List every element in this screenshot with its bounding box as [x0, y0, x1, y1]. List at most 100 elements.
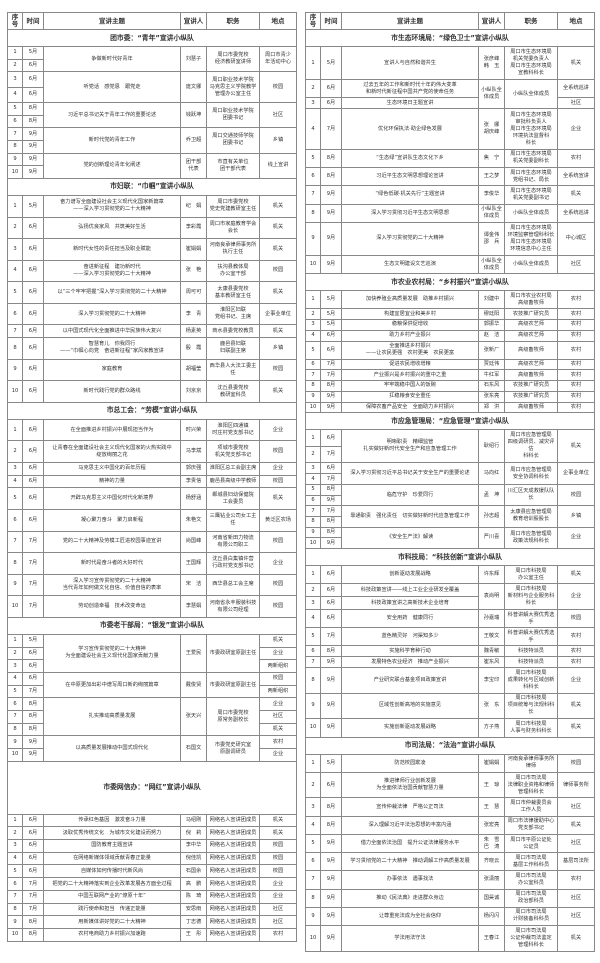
table-row: 10 9月 — [7, 165, 297, 179]
cell-location: 机关 — [557, 45, 595, 81]
cell-speaker: 崔东风 — [478, 656, 505, 668]
cell-topic: 奋力谱写全面建设社会主义现代化国家新篇章 ——深入学习贯彻党的二十大精神 — [43, 194, 181, 218]
cell-position: 周口市司法局 法律职业资格和律师 管理科科长 — [504, 771, 558, 799]
cell-speaker: 张 娜 胡庆峰 — [478, 108, 505, 150]
table-row: 3 8月 宣传仲裁法律 严格公正司法王 慧周口市仲裁委员会 工作人员 社区 — [305, 797, 595, 817]
cell-speaker: 安思雨 — [180, 902, 207, 917]
cell-month: 6月 — [22, 58, 44, 73]
cell-month: 6月 — [22, 851, 44, 866]
cell-position: 农技推广研究员 — [504, 380, 558, 392]
cell-month: 6月 — [22, 440, 44, 464]
cell-month: 9月 — [22, 748, 44, 762]
cell-speaker: 张彦峰 韩 玉 — [478, 45, 505, 81]
section-title: 市农业农村局：“乡村振兴”宣讲小纵队 — [305, 273, 595, 292]
cell-month: 8月 — [22, 114, 44, 129]
cell-row-number: 1 — [305, 565, 321, 585]
cell-topic: 区域性创新高地的实施意见 — [341, 692, 479, 720]
table-row: 9 6月 家庭教育 胡福莹 西华县人大法工委主任 校园 — [7, 358, 297, 382]
cell-month: 9月 — [22, 165, 44, 179]
cell-location: 全系统巡讲 — [557, 79, 595, 99]
cell-month: 6月 — [22, 259, 44, 283]
cell-topic: 宣传仲裁法律 严格公正司法 — [341, 797, 479, 817]
cell-location: 社区 — [557, 888, 595, 908]
cell-topic: 奋进新征程 建功新时代 ——深入学习贯彻党的二十大精神 — [43, 259, 181, 283]
cell-month: 8月 — [320, 815, 342, 835]
cell-position: 周口职业技术学院 马克思主义学院教学 管理办公室主任 — [206, 71, 260, 103]
table-row: 5 9月 借力全面依法治国 提升公证法律服务水平朱 雪 巴 涛周口市平原公证处 公证… — [305, 833, 595, 854]
table-row: 5 6月 自媒体如何传播时代新风尚 石国余 网络名人宣讲团成员 校园 — [7, 864, 297, 879]
cell-location: 农村 — [557, 645, 595, 658]
cell-position: 网络名人宣讲团成员 — [206, 813, 260, 828]
cell-position: 科普讲解大赛优秀选手 — [504, 609, 558, 629]
cell-position: 网络名人宣讲团成员 — [206, 851, 260, 866]
cell-location: 全系统宣讲 — [557, 167, 595, 187]
cell-row-number: 3 — [305, 797, 321, 817]
cell-row-number: 5 — [7, 101, 23, 116]
cell-speaker: 朱 雪 巴 涛 — [478, 833, 505, 854]
table-row: 7 7月 产业振兴是乡村振兴的重中之重 牛红军 高级畜牧师 农村 — [305, 369, 595, 382]
cell-location: 农村 — [259, 927, 297, 943]
cell-row-number: 2 — [7, 440, 23, 464]
cell-location: 社区 — [557, 906, 595, 926]
cell-location: 机关 — [259, 813, 297, 828]
cell-position: 周口市司法局 公证仲裁司法鉴定 管理科科长 — [504, 924, 558, 953]
cell-month: 5月 — [320, 45, 342, 81]
cell-speaker: 马绍刚 — [180, 813, 207, 828]
cell-topic: 用新媒体讲好党的二十大精神 — [43, 915, 181, 929]
cell-month: 9月 — [320, 203, 342, 223]
cell-speaker: 石国文 — [180, 735, 207, 762]
cell-month: 9月 — [22, 735, 44, 750]
cell-topic: 学习宣传贯彻党的二十大精神 为全面建设社会主义现代化国家贡献力量 — [43, 633, 181, 673]
table-row: 3 6月 听党话 感党恩 跟党走 庞文娜 周口职业技术学院 马克思主义学院教学 管理办公… — [7, 71, 297, 103]
cell-month: 6月 — [22, 71, 44, 88]
cell-position: 扶沟县教体局 办公室干部 — [206, 259, 260, 283]
cell-location: 农村 — [557, 870, 595, 890]
cell-topic: 汲取优秀传统文化 为城市文化建设而努力 — [43, 826, 181, 841]
cell-row-number: 4 — [7, 259, 23, 283]
cell-position: 周口市应急管理局 安全协调科科长 — [504, 462, 558, 485]
cell-topic: 构建宜居宜业和美乡村 — [341, 308, 479, 321]
cell-month: 9月 — [320, 254, 342, 275]
cell-topic: 以高质量发展推动中国式现代化 — [43, 735, 181, 762]
cell-month: 6月 — [22, 380, 44, 403]
cell-topic: 牢牢端稳中国人的饭碗 — [341, 380, 479, 392]
cell-month: 8月 — [22, 697, 44, 711]
cell-month: 6月 — [320, 329, 342, 342]
table-row: 2 6月 汲取优秀传统文化 为城市文化建设而努力倪 莉网络名人宣讲团成员 机关 — [7, 826, 297, 841]
cell-speaker: 国昊诚 — [478, 888, 505, 908]
cell-location: 机关 — [557, 718, 595, 738]
cell-row-number: 3 — [7, 462, 23, 476]
table-row: 7 6月 以中国式现代化全面推进中华民族伟大复兴 杨素英 商水县委党校教员 机关 — [7, 324, 297, 339]
cell-row-number: 7 — [7, 127, 23, 141]
cell-topic: 深入学习贯彻习近平总书记关于安全生产的重要论述 — [341, 462, 479, 485]
cell-month: 9月 — [320, 852, 342, 872]
cell-location: 农村 — [557, 358, 595, 371]
cell-topic: 开辟马克思主义中国化时代化新境界 — [43, 487, 181, 510]
cell-speaker: 小纵队全 体成员 — [478, 203, 505, 223]
cell-location: 校园 — [557, 483, 595, 507]
cell-month: 7月 — [22, 684, 44, 699]
cell-row-number: 3 — [305, 462, 321, 475]
cell-month: 6月 — [22, 302, 44, 326]
cell-speaker: 孙志超 — [478, 505, 505, 528]
cell-position: 小纵队全体成员 — [504, 79, 558, 110]
section-title: 市总工会：“劳模”宣讲小纵队 — [7, 401, 297, 420]
cell-position: 周口市委党校 经济教研室讲师 — [206, 45, 260, 73]
cell-location: 机关 — [259, 238, 297, 261]
cell-location: 企业 — [259, 877, 297, 891]
cell-speaker: 张 艳 — [180, 259, 207, 283]
cell-topic: 新时代是奋斗者的大好时代 — [43, 552, 181, 575]
cell-location: 企业 — [557, 108, 595, 150]
table-row: 8 8月 — [305, 515, 595, 528]
cell-speaker: 王 彤 — [180, 927, 207, 943]
table-row: 4 6月 在中原更加出彩中谱写周口新的绚丽篇章 戴俊贤 市委政研室原副主任 校园 — [7, 671, 297, 699]
cell-position: 农技推广研究员 — [504, 308, 558, 321]
cell-topic: 加快养殖业高质量发展 助推乡村振兴 — [341, 290, 479, 310]
table-row: 6 8月 实施科学育种行动 魏青敏 科技特派员 农村 — [305, 645, 595, 658]
cell-position: 周口市委党校 原常务副校长 — [206, 697, 260, 737]
cell-month: 8月 — [320, 167, 342, 187]
cell-topic: 稳粮保供促增收 — [341, 319, 479, 331]
cell-topic: 实施创新驱动发展战略 — [341, 718, 479, 738]
cell-position: 市委政研室原副主任 — [206, 671, 260, 699]
cell-speaker: 王爱民 — [180, 633, 207, 673]
